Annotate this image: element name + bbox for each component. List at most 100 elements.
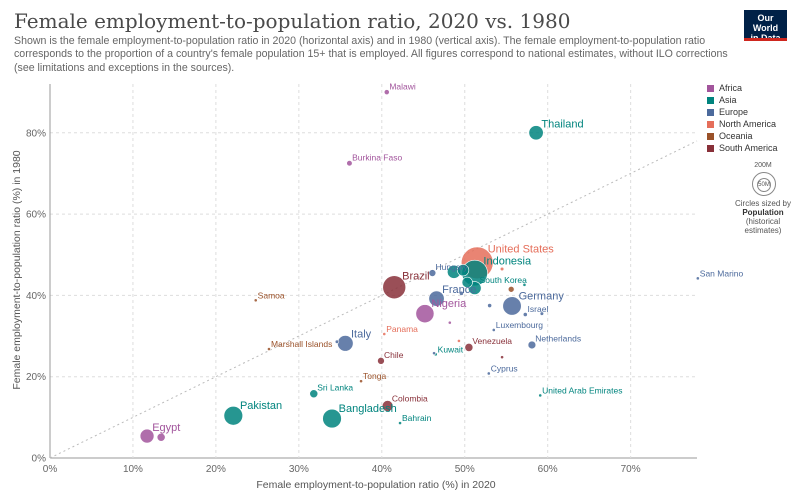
data-point bbox=[459, 290, 464, 296]
y-tick-label: 80% bbox=[26, 128, 46, 139]
legend-item[interactable]: South America bbox=[707, 142, 778, 154]
x-tick-label: 40% bbox=[372, 464, 392, 475]
data-point bbox=[500, 355, 504, 360]
x-tick-label: 10% bbox=[123, 464, 143, 475]
legend-swatch bbox=[707, 108, 714, 116]
point-label: United States bbox=[488, 243, 555, 255]
owid-logo[interactable]: Our World in Data bbox=[744, 10, 787, 43]
point-label: France bbox=[442, 284, 476, 296]
point-label: Bahrain bbox=[402, 413, 432, 423]
size-legend-variable: Population bbox=[742, 208, 784, 217]
point-label: Venezuela bbox=[472, 336, 512, 346]
data-point bbox=[381, 400, 394, 412]
point-label: Marshall Islands bbox=[271, 339, 332, 349]
point-label: Samoa bbox=[258, 290, 285, 300]
data-point bbox=[528, 125, 544, 141]
x-axis-label: Female employment-to-population ratio (%… bbox=[256, 479, 495, 491]
legend-label: Europe bbox=[719, 107, 749, 117]
data-point bbox=[309, 389, 319, 399]
point-label: Burkina Faso bbox=[352, 153, 402, 163]
data-point bbox=[377, 357, 385, 365]
legend-swatch bbox=[707, 96, 714, 104]
point-label: San Marino bbox=[700, 268, 744, 278]
legend-label: North America bbox=[719, 119, 777, 129]
data-point bbox=[457, 264, 470, 277]
point-label: Bangladesh bbox=[339, 403, 397, 415]
size-legend-variable-note: (historical estimates) bbox=[744, 217, 782, 235]
data-point bbox=[527, 340, 537, 350]
chart-title: Female employment-to-population ratio, 2… bbox=[14, 9, 571, 33]
data-point bbox=[156, 432, 166, 442]
y-axis-label: Female employment-to-population ratio (%… bbox=[11, 150, 23, 389]
point-label: Pakistan bbox=[240, 400, 282, 412]
legend-item[interactable]: Europe bbox=[707, 106, 778, 118]
data-point bbox=[415, 304, 435, 324]
size-legend-big-circle bbox=[752, 172, 776, 196]
legend-swatch bbox=[707, 120, 714, 128]
data-point bbox=[522, 312, 528, 317]
data-point bbox=[539, 311, 545, 316]
y-tick-label: 0% bbox=[32, 454, 47, 465]
legend-item[interactable]: Oceania bbox=[707, 130, 778, 142]
x-tick-label: 20% bbox=[206, 464, 226, 475]
legend-item[interactable]: Asia bbox=[707, 94, 778, 106]
size-legend-small-circle: 50M bbox=[757, 178, 771, 192]
data-point bbox=[461, 276, 473, 288]
chart-subtitle: Shown is the female employment-to-popula… bbox=[14, 35, 728, 74]
x-tick-label: 30% bbox=[289, 464, 309, 475]
x-tick-label: 60% bbox=[538, 464, 558, 475]
data-point bbox=[428, 269, 437, 277]
point-label: Malawi bbox=[389, 82, 416, 92]
legend-swatch bbox=[707, 132, 714, 140]
data-point bbox=[487, 303, 493, 308]
point-label: Luxembourg bbox=[496, 320, 544, 330]
point-label: Kuwait bbox=[438, 344, 464, 354]
point-label: Chile bbox=[384, 350, 404, 360]
y-tick-label: 20% bbox=[26, 372, 46, 383]
data-point bbox=[499, 266, 505, 272]
legend-swatch bbox=[707, 84, 714, 92]
point-label: Netherlands bbox=[535, 334, 581, 344]
legend-label: South America bbox=[719, 143, 778, 153]
x-tick-label: 0% bbox=[43, 464, 58, 475]
point-label: Egypt bbox=[152, 422, 180, 434]
data-point bbox=[486, 371, 491, 376]
size-legend-big-label: 200M bbox=[754, 162, 772, 169]
data-point bbox=[382, 332, 387, 336]
data-points bbox=[139, 89, 700, 444]
color-legend: Africa Asia Europe North America Oceania Sout… bbox=[707, 82, 778, 154]
point-label: Nigeria bbox=[431, 298, 467, 310]
x-tick-label: 70% bbox=[621, 464, 641, 475]
data-point bbox=[383, 89, 390, 96]
data-point bbox=[447, 320, 452, 325]
data-point bbox=[457, 339, 461, 343]
data-point bbox=[253, 298, 258, 303]
data-point bbox=[464, 343, 474, 352]
legend-item[interactable]: North America bbox=[707, 118, 778, 130]
point-label: United Arab Emirates bbox=[542, 385, 622, 395]
data-point bbox=[502, 296, 522, 316]
point-label: Thailand bbox=[541, 118, 583, 130]
data-point bbox=[322, 408, 342, 429]
point-label: Italy bbox=[351, 329, 372, 341]
data-point bbox=[507, 286, 515, 293]
data-point bbox=[538, 393, 543, 398]
diagonal-reference-line bbox=[49, 140, 698, 459]
legend-label: Asia bbox=[719, 95, 737, 105]
legend-label: Oceania bbox=[719, 131, 753, 141]
data-point bbox=[695, 276, 700, 281]
x-tick-label: 50% bbox=[455, 464, 475, 475]
logo-text-1: Our World bbox=[752, 13, 779, 33]
data-point bbox=[491, 328, 496, 332]
grid-lines bbox=[49, 84, 697, 459]
data-point bbox=[522, 282, 527, 287]
axes: 0% 20% 40% 60% 80% 0% 10% 20% 30% 40% 50% 60% 70% bbox=[26, 128, 641, 475]
point-label: Germany bbox=[519, 290, 565, 302]
size-legend-caption: Circles sized by bbox=[734, 199, 791, 208]
data-point bbox=[139, 428, 155, 444]
y-tick-label: 60% bbox=[26, 210, 46, 221]
legend-item[interactable]: Africa bbox=[707, 82, 778, 94]
y-tick-label: 40% bbox=[26, 291, 46, 302]
legend-label: Africa bbox=[719, 83, 743, 93]
